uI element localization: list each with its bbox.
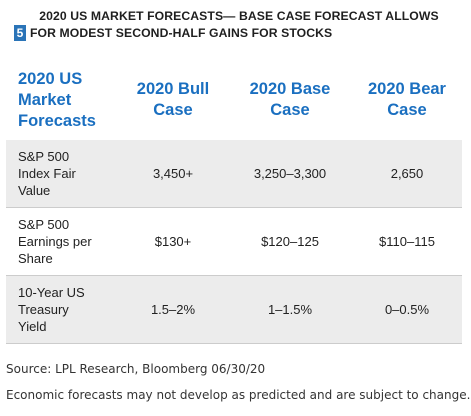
figure-title-line-2-row: 5 FOR MODEST SECOND-HALF GAINS FOR STOCK… bbox=[14, 25, 464, 41]
bear-value: $110–115 bbox=[379, 234, 435, 249]
base-value: 1–1.5% bbox=[267, 302, 313, 317]
table-row: S&P 500 Index Fair Value 3,450+ 3,250–3,… bbox=[6, 140, 462, 208]
table-row: 10-Year US Treasury Yield 1.5–2% 1–1.5% … bbox=[6, 276, 462, 344]
header-forecasts: 2020 US Market Forecasts bbox=[18, 69, 96, 130]
source-note: Source: LPL Research, Bloomberg 06/30/20 bbox=[6, 362, 266, 376]
bull-value: $130+ bbox=[154, 234, 192, 249]
bear-value: 0–0.5% bbox=[384, 302, 430, 317]
forecast-table: 2020 US Market Forecasts 2020 Bull Case … bbox=[6, 60, 462, 344]
table-row: S&P 500 Earnings per Share $130+ $120–12… bbox=[6, 208, 462, 276]
row-label: S&P 500 Index Fair Value bbox=[18, 149, 76, 198]
bull-value: 3,450+ bbox=[152, 166, 194, 181]
figure-title-line-1: 2020 US MARKET FORECASTS— BASE CASE FORE… bbox=[39, 9, 439, 23]
table-header-row: 2020 US Market Forecasts 2020 Bull Case … bbox=[6, 60, 462, 140]
row-label: S&P 500 Earnings per Share bbox=[18, 217, 92, 266]
base-value: 3,250–3,300 bbox=[253, 166, 327, 181]
disclaimer-note: Economic forecasts may not develop as pr… bbox=[6, 388, 471, 402]
header-base-case: 2020 Base Case bbox=[249, 80, 331, 119]
header-bull-case: 2020 Bull Case bbox=[136, 80, 210, 119]
row-label: 10-Year US Treasury Yield bbox=[18, 285, 85, 334]
bull-value: 1.5–2% bbox=[150, 302, 196, 317]
figure-number-badge: 5 bbox=[14, 25, 26, 41]
base-value: $120–125 bbox=[261, 234, 319, 249]
bear-value: 2,650 bbox=[390, 166, 424, 181]
figure-header: 2020 US MARKET FORECASTS— BASE CASE FORE… bbox=[14, 8, 464, 41]
header-bear-case: 2020 Bear Case bbox=[368, 80, 446, 119]
figure-title-line-2: FOR MODEST SECOND-HALF GAINS FOR STOCKS bbox=[30, 26, 333, 40]
